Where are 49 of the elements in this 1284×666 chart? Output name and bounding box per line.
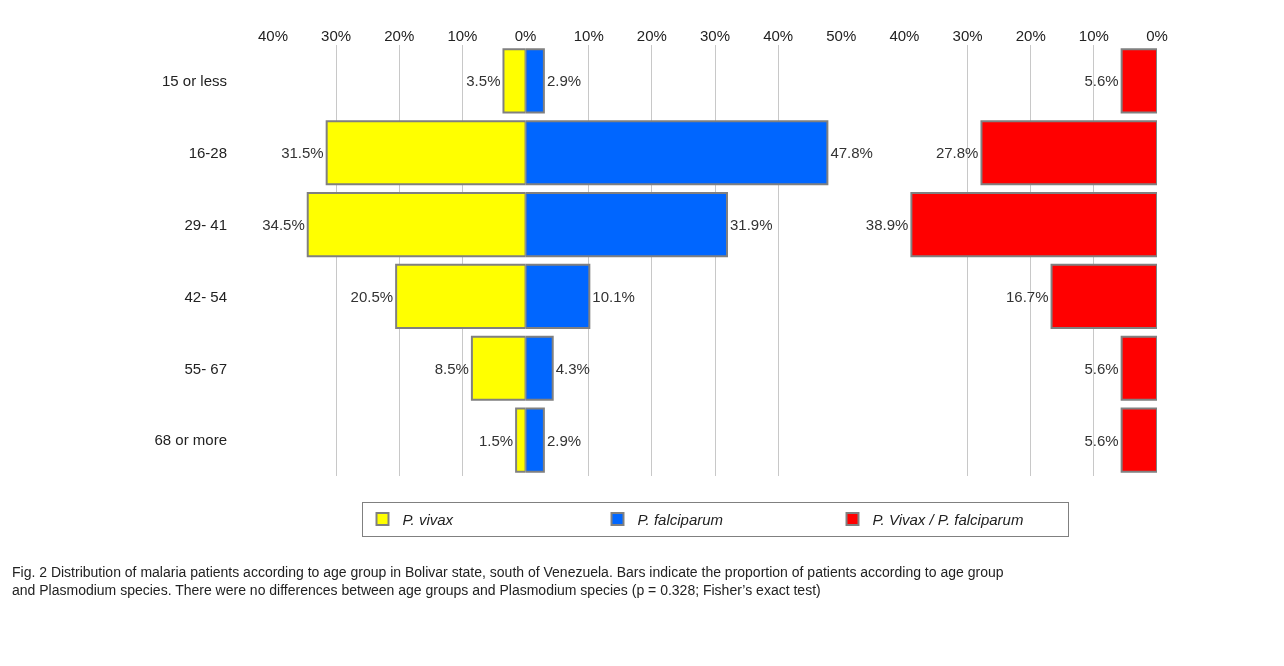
x-tick-label: 20%: [384, 27, 415, 44]
bar: [1120, 407, 1157, 473]
data-label: 31.5%: [281, 144, 324, 162]
data-label: 5.6%: [1084, 359, 1119, 377]
data-label: 20.5%: [350, 287, 394, 305]
x-tick-label: 0%: [514, 27, 537, 44]
x-tick-label: 50%: [826, 27, 857, 44]
data-label: 4.3%: [555, 359, 590, 377]
bar: [1120, 335, 1157, 401]
x-tick-label: 40%: [257, 27, 289, 44]
x-tick-label: 10%: [573, 27, 604, 44]
data-label: 38.9%: [865, 216, 909, 234]
y-tick-label: 68 or more: [154, 431, 227, 449]
x-tick-label: 30%: [699, 27, 731, 44]
x-tick-label: 30%: [321, 27, 352, 44]
x-tick-label: 10%: [1078, 27, 1109, 44]
bar: [1050, 263, 1157, 330]
y-tick-label: 16-28: [188, 144, 227, 161]
data-label: 1.5%: [478, 431, 514, 449]
x-tick-label: 0%: [1146, 27, 1168, 44]
legend-label: P. Vivax / P. falciparum: [872, 510, 1024, 528]
data-label: 10.1%: [592, 287, 635, 305]
data-label: 5.6%: [1084, 431, 1119, 449]
data-label: 8.5%: [434, 359, 469, 377]
legend-label: P. falciparum: [637, 510, 724, 528]
x-tick-label: 10%: [447, 27, 478, 44]
bar: [910, 191, 1157, 258]
caption: Fig. 2 Distribution of malaria patients according to age group in Bolivar state, south of Venezuela. Bars indicate the proportion of patients according to age group and Plasmodium species. There were no differences between age groups and Plasmodium species (p = 0.328; Fisher’s exact test): [12, 564, 1004, 599]
bar: [1120, 48, 1157, 114]
x-tick-label: 30%: [952, 27, 983, 44]
data-label: 31.9%: [730, 216, 773, 234]
y-tick-label: 15 or less: [161, 72, 227, 90]
y-tick-label: 42- 54: [184, 287, 227, 305]
legend-label: P. vivax: [402, 510, 454, 528]
y-tick-label: 55- 67: [184, 359, 227, 377]
data-label: 34.5%: [262, 216, 305, 234]
data-label: 2.9%: [546, 72, 582, 90]
x-tick-label: 20%: [1015, 27, 1046, 44]
data-label: 3.5%: [466, 72, 501, 90]
data-label: 27.8%: [935, 144, 979, 162]
data-label: 2.9%: [546, 431, 582, 449]
data-label: 5.6%: [1084, 72, 1119, 90]
data-label: 16.7%: [1006, 287, 1049, 305]
x-tick-label: 40%: [763, 27, 794, 44]
x-tick-label: 40%: [889, 27, 920, 44]
bar: [980, 120, 1157, 186]
data-label: 47.8%: [830, 144, 873, 162]
x-tick-label: 20%: [636, 27, 667, 44]
y-tick-label: 29- 41: [184, 215, 227, 233]
